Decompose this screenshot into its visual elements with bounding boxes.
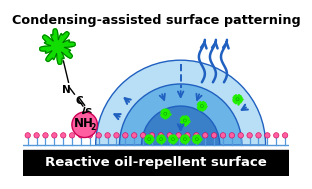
Circle shape: [69, 133, 75, 138]
Circle shape: [183, 138, 186, 141]
Circle shape: [132, 133, 137, 138]
Circle shape: [78, 133, 84, 138]
Polygon shape: [40, 29, 75, 64]
Circle shape: [200, 105, 203, 108]
Circle shape: [164, 112, 167, 115]
Circle shape: [265, 133, 270, 138]
Circle shape: [256, 133, 261, 138]
Circle shape: [149, 133, 155, 138]
Circle shape: [229, 133, 235, 138]
Wedge shape: [142, 106, 220, 145]
Circle shape: [212, 133, 217, 138]
Circle shape: [238, 133, 243, 138]
Circle shape: [176, 133, 181, 138]
Circle shape: [148, 138, 151, 141]
Circle shape: [194, 133, 199, 138]
Wedge shape: [119, 84, 242, 145]
Circle shape: [61, 133, 66, 138]
Circle shape: [172, 138, 174, 141]
Circle shape: [72, 112, 97, 137]
Text: Condensing-assisted surface patterning: Condensing-assisted surface patterning: [12, 14, 300, 27]
Text: C: C: [75, 96, 83, 106]
Circle shape: [167, 133, 173, 138]
Circle shape: [105, 133, 110, 138]
Circle shape: [185, 133, 190, 138]
Circle shape: [34, 133, 39, 138]
Circle shape: [87, 133, 93, 138]
Wedge shape: [96, 60, 266, 145]
Circle shape: [158, 133, 163, 138]
Text: 2: 2: [90, 123, 95, 132]
Circle shape: [202, 133, 208, 138]
Circle shape: [183, 119, 186, 122]
Text: NH: NH: [74, 117, 94, 130]
Text: Reactive oil-repellent surface: Reactive oil-repellent surface: [45, 156, 267, 170]
Circle shape: [51, 133, 57, 138]
FancyBboxPatch shape: [23, 150, 289, 176]
Circle shape: [96, 133, 101, 138]
Circle shape: [114, 133, 119, 138]
Circle shape: [274, 133, 279, 138]
Circle shape: [236, 98, 239, 101]
Circle shape: [282, 133, 288, 138]
Circle shape: [43, 133, 48, 138]
Circle shape: [123, 133, 128, 138]
Circle shape: [247, 133, 252, 138]
Circle shape: [140, 133, 146, 138]
Circle shape: [195, 138, 198, 141]
Text: S: S: [84, 108, 91, 118]
Circle shape: [159, 138, 163, 141]
Text: N: N: [62, 85, 71, 95]
Circle shape: [220, 133, 226, 138]
Circle shape: [25, 133, 31, 138]
